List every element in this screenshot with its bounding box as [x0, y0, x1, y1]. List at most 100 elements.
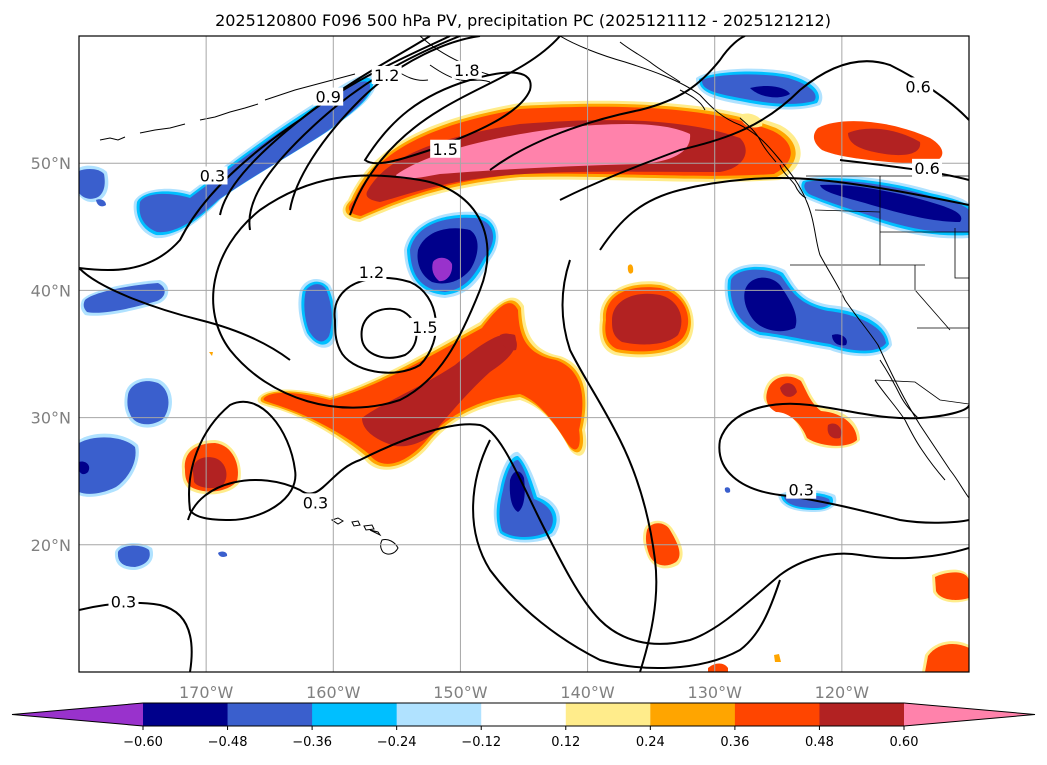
pv-contour-1.5-north	[349, 36, 561, 216]
contour-label: 0.9	[315, 88, 340, 107]
map-frame	[78, 35, 970, 673]
colorbar-segment	[312, 703, 398, 726]
negative-blob-west-center	[298, 278, 338, 348]
aleutians-4	[264, 73, 356, 101]
figure-title: 2025120800 F096 500 hPa PV, precipitatio…	[215, 11, 831, 30]
colorbar-segment	[650, 703, 736, 726]
colorbar-tick-label: −0.12	[461, 735, 501, 750]
pv-contour-0.3-central	[187, 423, 969, 645]
colorbar-tick-label: 0.60	[890, 735, 919, 750]
contour-label: 0.3	[788, 481, 813, 500]
contour-label: 0.3	[303, 493, 328, 512]
contour-label-halo	[371, 65, 402, 84]
contour-label: 0.6	[905, 77, 930, 96]
pv-contour-coast-line	[599, 177, 969, 251]
colorbar-tick-label: 0.36	[720, 735, 749, 750]
contour-label-halo	[313, 87, 344, 106]
map-panel: 0.3 0.9 1.2 1.8 1.5 0.6 0.6 1.2 1.5 0.3 0.3 0.3	[79, 36, 969, 672]
contour-label-halo	[903, 77, 934, 96]
lat-tick-label: 40°N	[31, 281, 71, 300]
pv-contour-0.6-east	[559, 60, 969, 201]
positive-blobs-small	[181, 352, 969, 672]
contour-label-halo	[300, 493, 331, 512]
wa-or-border	[814, 209, 881, 213]
pv-contour-east-closed	[719, 402, 969, 441]
contour-label-halo	[197, 166, 228, 185]
colorbar-segment	[819, 703, 905, 726]
hawaii-4	[369, 529, 382, 537]
negative-blob-center	[404, 211, 499, 298]
pv-contour-south-loop	[472, 439, 781, 669]
ca-nv-diag	[914, 289, 951, 331]
ut-north	[954, 228, 969, 279]
pv-contour-labels: 0.3 0.9 1.2 1.8 1.5 0.6 0.6 1.2 1.5 0.3 0.3 0.3	[108, 60, 943, 612]
positive-band-north	[342, 100, 943, 222]
contour-label: 1.5	[412, 318, 437, 337]
latitude-labels: 20°N 30°N 40°N 50°N	[31, 154, 71, 555]
contour-label: 0.3	[111, 593, 136, 612]
colorbar-segment	[143, 703, 229, 726]
pv-contour-1.2-north	[289, 36, 481, 211]
colorbar-tick-label: −0.48	[208, 735, 248, 750]
pv-contour-sw-loop	[188, 400, 297, 522]
pv-contour-0.3-south	[79, 601, 193, 672]
colorbar-extend-high	[904, 703, 1035, 726]
contour-label-halo	[451, 60, 482, 79]
contour-label-halo	[108, 592, 139, 611]
colorbar-tick-label: 0.48	[805, 735, 834, 750]
us-mexico-border	[874, 379, 969, 405]
colorbar-tick-label: 0.12	[551, 735, 580, 750]
lon-tick-label: 160°W	[306, 683, 361, 702]
vancouver-island	[739, 117, 777, 163]
lon-tick-label: 120°W	[815, 683, 870, 702]
gulf-california-a	[904, 419, 946, 481]
precipitation-shading	[79, 68, 969, 672]
positive-blob-east	[599, 264, 694, 358]
colorbar-tick-label: −0.36	[292, 735, 332, 750]
negative-band-northwest	[133, 74, 377, 239]
alaska-pan-2	[679, 89, 706, 111]
lat-tick-label: 30°N	[31, 409, 71, 428]
contour-label-halo	[786, 480, 817, 499]
colorbar-segment	[396, 703, 482, 726]
gridlines	[79, 36, 969, 672]
negative-blobs-east	[695, 68, 969, 512]
lat-tick-label: 50°N	[31, 154, 71, 173]
aleutians-2	[139, 123, 186, 134]
colorbar-extend-low	[12, 703, 143, 726]
contour-label-halo	[912, 158, 943, 177]
lat-tick-label: 20°N	[31, 536, 71, 555]
pv-contour-0.6-east-b	[839, 159, 969, 181]
colorbar-segment	[481, 703, 567, 726]
coast-rough-1	[779, 164, 807, 199]
colorbar: −0.60 −0.48 −0.36 −0.24 −0.12 0.12 0.24 0.36 0.4…	[11, 702, 1036, 750]
aleutians-1	[99, 136, 126, 141]
political-borders	[790, 175, 969, 405]
aleutians-3	[199, 103, 259, 121]
pv-contour-1.8	[363, 71, 532, 165]
contour-label: 1.2	[359, 263, 384, 282]
colorbar-segment	[734, 703, 820, 726]
lon-tick-label: 170°W	[179, 683, 234, 702]
alaska-pan-1	[619, 41, 681, 83]
pv-contour-0.9-north	[248, 36, 461, 231]
lon-tick-label: 150°W	[433, 683, 488, 702]
contour-label: 0.6	[914, 159, 939, 178]
hawaii-5	[380, 539, 399, 555]
longitude-labels: 170°W 160°W 150°W 140°W 130°W 120°W	[179, 683, 869, 702]
colorbar-tick-label: 0.24	[636, 735, 665, 750]
colorbar-tick-label: −0.60	[123, 735, 163, 750]
contour-label-halo	[409, 317, 440, 336]
pv-contour-west-mid	[79, 267, 291, 361]
lon-tick-label: 130°W	[688, 683, 743, 702]
contour-label: 0.3	[200, 166, 225, 185]
contour-label: 1.5	[432, 140, 457, 159]
pv-contours	[79, 36, 969, 672]
colorbar-tick-label: −0.24	[377, 735, 417, 750]
colorbar-segment	[565, 703, 651, 726]
pv-contour-east-mid	[561, 259, 658, 672]
contour-label-halo	[356, 263, 387, 282]
hawaii-3	[363, 524, 375, 531]
baja-coast	[879, 359, 919, 419]
positive-blobs-california	[763, 373, 860, 449]
